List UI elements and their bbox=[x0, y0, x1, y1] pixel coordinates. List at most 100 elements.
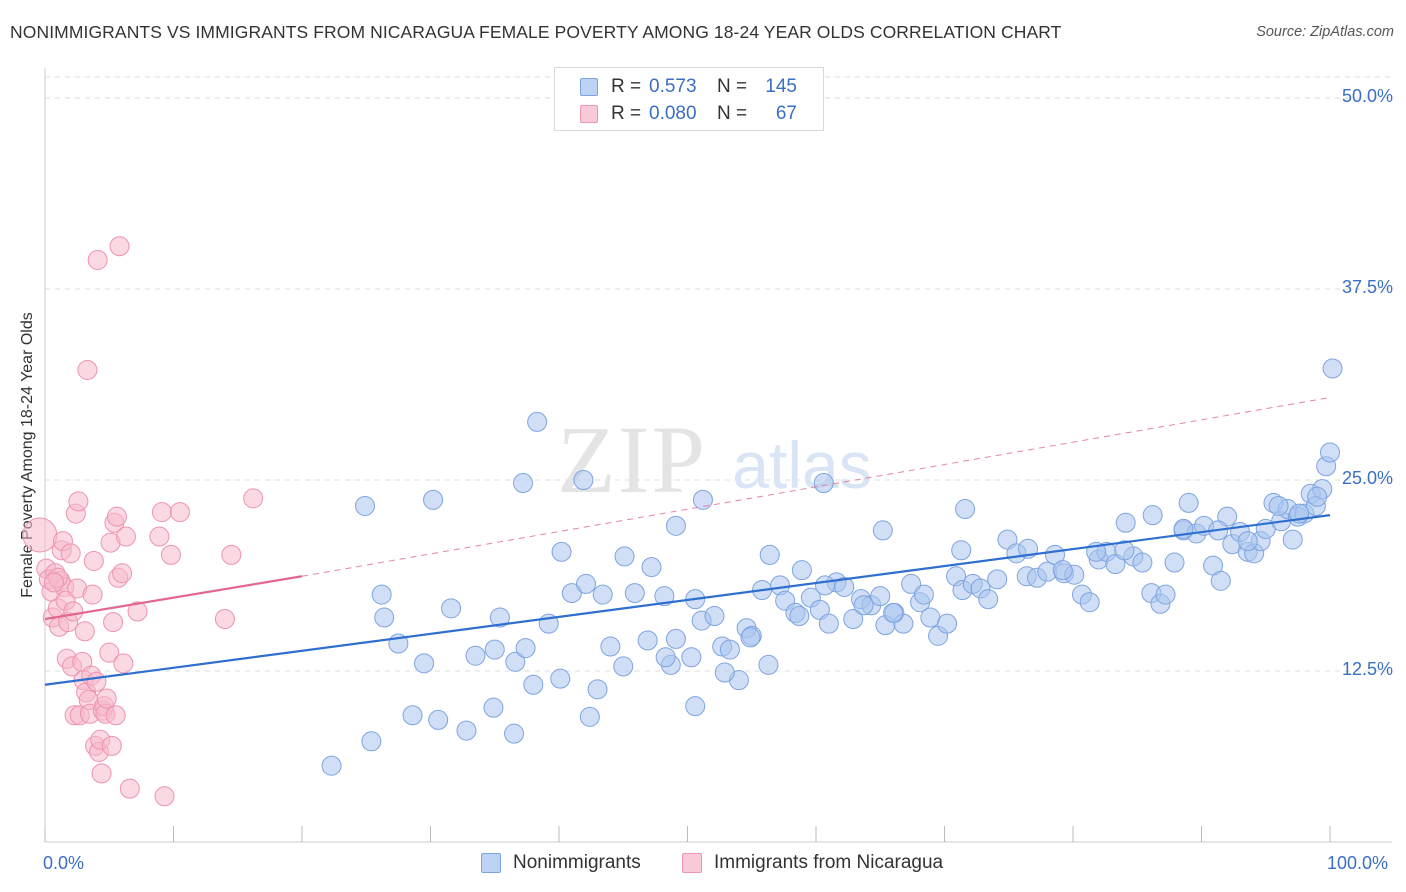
nonimmigrants-point bbox=[818, 613, 839, 634]
immigrants-point bbox=[243, 488, 264, 509]
nonimmigrants-point bbox=[1320, 442, 1340, 463]
legend-label-nonimmigrants: Nonimmigrants bbox=[513, 852, 641, 873]
nonimmigrants-point bbox=[551, 541, 572, 562]
nonimmigrants-point bbox=[592, 584, 613, 605]
y-tick-label: 37.5% bbox=[1341, 277, 1393, 297]
nonimmigrants-point bbox=[489, 607, 510, 628]
nonimmigrants-point bbox=[1237, 531, 1258, 552]
nonimmigrants-point bbox=[527, 411, 548, 432]
immigrants-point bbox=[63, 601, 84, 622]
nonimmigrants-point bbox=[987, 569, 1008, 590]
nonimmigrants-point bbox=[1155, 584, 1176, 605]
immigrants-point bbox=[214, 609, 235, 630]
nonimmigrants-point bbox=[321, 755, 342, 776]
y-tick-label: 12.5% bbox=[1341, 659, 1393, 679]
immigrants-point bbox=[169, 502, 190, 523]
legend-n-value: 145 bbox=[765, 76, 797, 97]
immigrants-point bbox=[82, 584, 103, 605]
legend-swatch-blue bbox=[580, 78, 598, 96]
grid-lines bbox=[45, 76, 1392, 672]
x-tick-label-max: 100.0% bbox=[1327, 853, 1389, 873]
nonimmigrants-point bbox=[641, 557, 662, 578]
immigrants-point bbox=[105, 705, 126, 726]
nonimmigrants-point bbox=[978, 589, 999, 610]
nonimmigrants-point bbox=[1282, 529, 1303, 550]
immigrants-trend-line bbox=[44, 575, 303, 621]
nonimmigrants-point bbox=[1142, 505, 1163, 526]
immigrants-point bbox=[149, 526, 170, 547]
nonimmigrants-point bbox=[561, 583, 582, 604]
nonimmigrants-point bbox=[1114, 540, 1135, 561]
nonimmigrants-point bbox=[692, 489, 713, 510]
nonimmigrants-point bbox=[550, 668, 571, 689]
immigrants-point bbox=[60, 543, 81, 564]
legend-n-value: 67 bbox=[775, 103, 797, 124]
nonimmigrants-point bbox=[937, 613, 958, 634]
correlation-legend: R = 0.573 N = 145 R = 0.080 N = 67 bbox=[554, 67, 824, 131]
nonimmigrants-point bbox=[587, 679, 608, 700]
y-tick-label: 50.0% bbox=[1341, 86, 1393, 106]
nonimmigrants-point bbox=[1164, 552, 1185, 573]
nonimmigrants-point bbox=[758, 654, 779, 675]
immigrants-point bbox=[74, 621, 95, 642]
legend-item-immigrants[interactable]: Immigrants from Nicaragua bbox=[682, 852, 943, 874]
nonimmigrants-point bbox=[704, 605, 725, 626]
nonimmigrants-point bbox=[853, 595, 874, 616]
watermark-zip: ZIP bbox=[557, 406, 707, 513]
legend-n-label: N = bbox=[717, 76, 748, 97]
nonimmigrants-point bbox=[685, 696, 706, 717]
source-label: Source: ZipAtlas.com bbox=[1256, 24, 1394, 40]
nonimmigrants-point bbox=[843, 609, 864, 630]
nonimmigrants-point bbox=[714, 662, 735, 683]
nonimmigrants-point bbox=[428, 709, 449, 730]
nonimmigrants-point bbox=[402, 705, 423, 726]
nonimmigrants-point bbox=[681, 647, 702, 668]
nonimmigrants-point bbox=[624, 583, 645, 604]
nonimmigrants-point bbox=[465, 645, 486, 666]
nonimmigrants-point bbox=[523, 674, 544, 695]
nonimmigrants-point bbox=[573, 470, 594, 490]
nonimmigrants-point bbox=[1307, 486, 1328, 507]
immigrants-point bbox=[87, 249, 108, 270]
immigrants-point bbox=[112, 563, 133, 584]
nonimmigrants-point bbox=[870, 586, 891, 607]
x-tick-label-min: 0.0% bbox=[43, 853, 85, 873]
nonimmigrants-point bbox=[575, 573, 596, 594]
nonimmigrants-point bbox=[1115, 512, 1136, 533]
immigrants-point bbox=[101, 735, 122, 756]
immigrants-point bbox=[86, 671, 107, 692]
nonimmigrants-point bbox=[515, 638, 536, 659]
immigrants-point bbox=[22, 517, 58, 553]
nonimmigrants-point bbox=[654, 586, 675, 607]
nonimmigrants-point bbox=[505, 651, 526, 672]
immigrants-point bbox=[221, 544, 242, 565]
nonimmigrants-trend-line bbox=[44, 514, 1331, 686]
nonimmigrants-point bbox=[613, 656, 634, 677]
legend-r-value: 0.080 bbox=[649, 103, 697, 124]
immigrants-point bbox=[96, 688, 117, 709]
legend-item-nonimmigrants[interactable]: Nonimmigrants bbox=[481, 852, 641, 874]
nonimmigrants-point bbox=[719, 639, 740, 660]
nonimmigrants-point bbox=[513, 473, 534, 494]
immigrants-point bbox=[151, 502, 172, 523]
nonimmigrants-point bbox=[371, 584, 392, 605]
nonimmigrants-point bbox=[354, 495, 375, 516]
immigrants-point bbox=[83, 550, 104, 571]
immigrants-trend-extension bbox=[301, 396, 1331, 577]
nonimmigrants-point bbox=[883, 602, 904, 623]
immigrants-point bbox=[109, 236, 130, 257]
immigrants-point bbox=[99, 642, 120, 663]
nonimmigrants-point bbox=[414, 653, 435, 674]
legend-n-label: N = bbox=[717, 103, 748, 124]
watermark-atlas: atlas bbox=[732, 428, 871, 502]
legend-swatch-blue bbox=[481, 853, 501, 873]
y-tick-label: 25.0% bbox=[1341, 468, 1393, 488]
nonimmigrants-point bbox=[579, 706, 600, 727]
immigrants-point bbox=[77, 359, 98, 380]
nonimmigrants-point bbox=[665, 515, 686, 536]
legend-r-value: 0.573 bbox=[649, 76, 697, 97]
nonimmigrants-point bbox=[1132, 552, 1153, 573]
immigrants-series-points bbox=[22, 236, 264, 807]
nonimmigrants-point bbox=[1079, 592, 1100, 613]
